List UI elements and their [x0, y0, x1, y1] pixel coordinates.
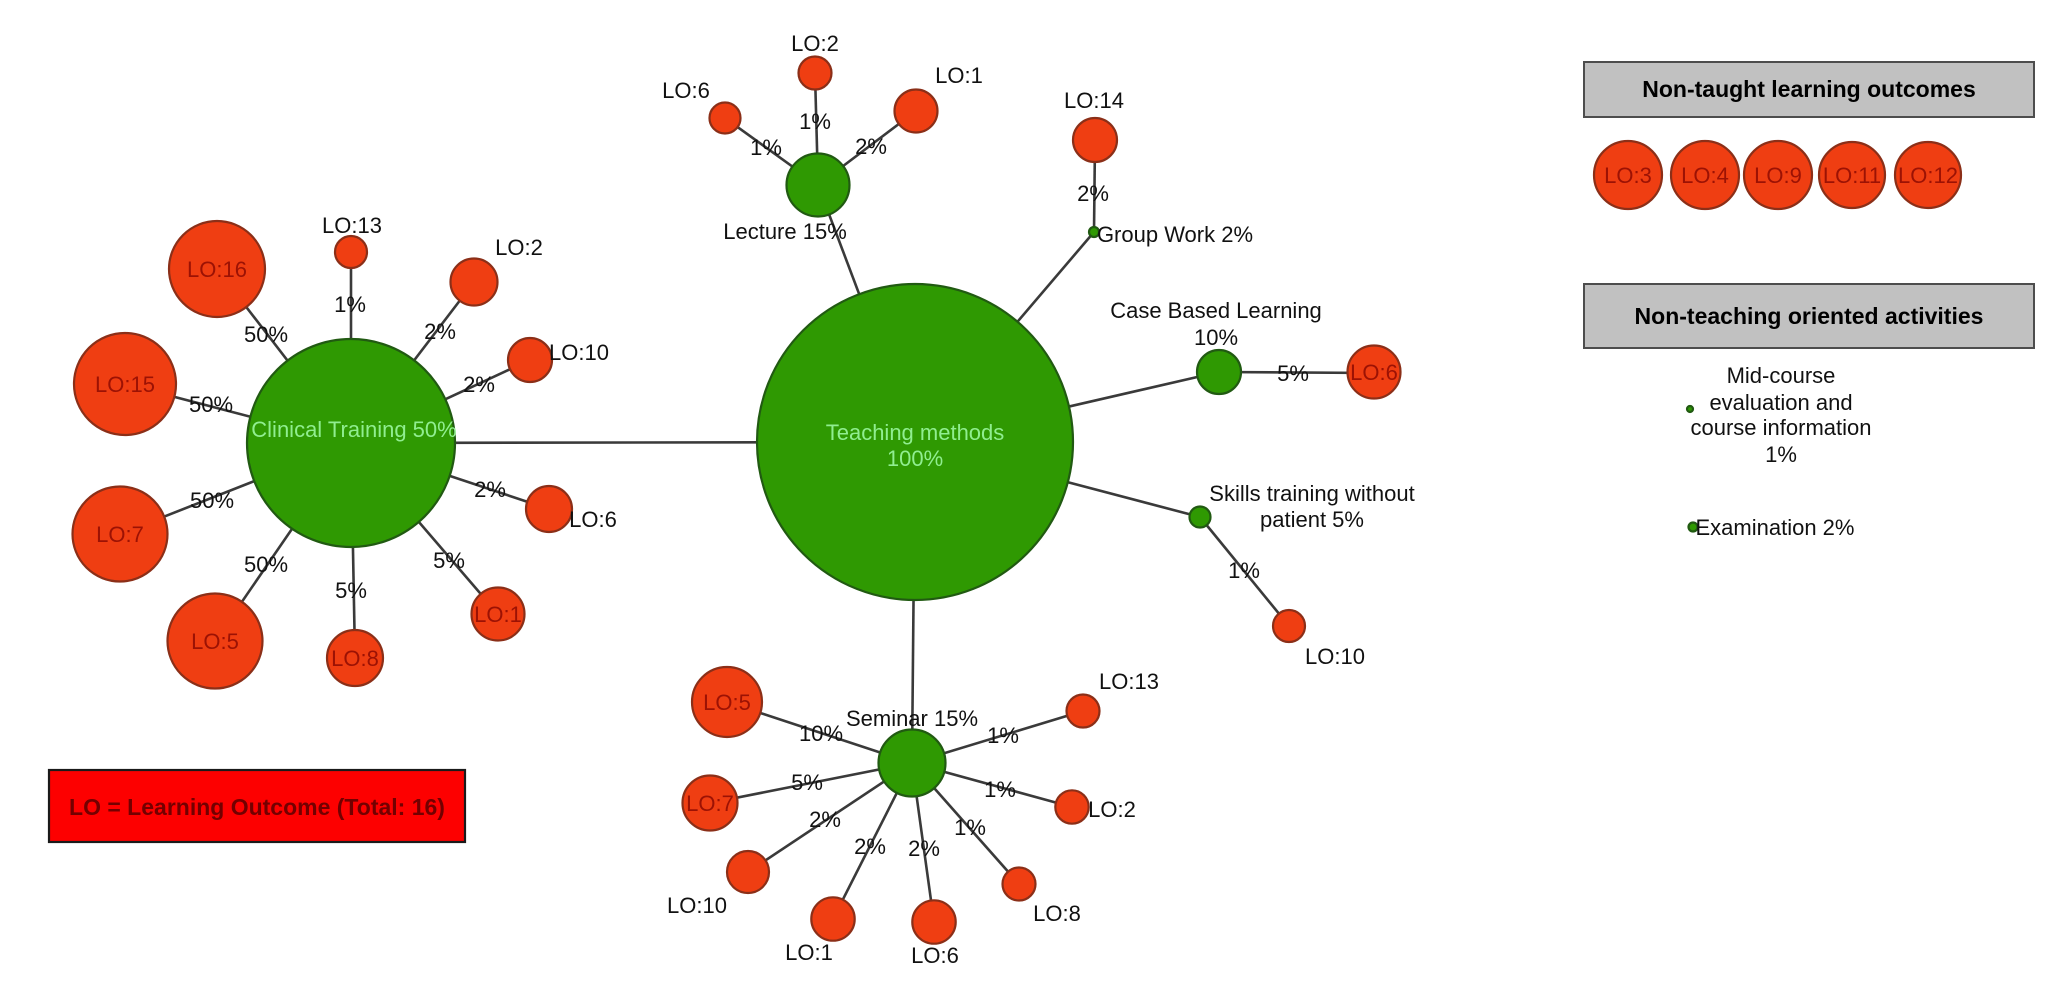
- svg-text:2%: 2%: [908, 836, 940, 861]
- svg-text:LO:8: LO:8: [1033, 901, 1081, 926]
- svg-text:LO:14: LO:14: [1064, 88, 1124, 113]
- svg-text:Case Based Learning: Case Based Learning: [1110, 298, 1322, 323]
- svg-text:LO:3: LO:3: [1604, 163, 1652, 188]
- svg-text:2%: 2%: [1077, 181, 1109, 206]
- svg-text:1%: 1%: [750, 135, 782, 160]
- svg-text:50%: 50%: [244, 552, 288, 577]
- svg-text:2%: 2%: [854, 834, 886, 859]
- svg-text:1%: 1%: [1765, 442, 1797, 467]
- svg-text:LO:6: LO:6: [662, 78, 710, 103]
- svg-text:5%: 5%: [335, 578, 367, 603]
- svg-text:Teaching methods: Teaching methods: [826, 420, 1005, 445]
- svg-text:1%: 1%: [799, 109, 831, 134]
- svg-text:LO:1: LO:1: [474, 602, 522, 627]
- svg-text:50%: 50%: [189, 392, 233, 417]
- svg-text:LO:12: LO:12: [1898, 163, 1958, 188]
- svg-text:LO:2: LO:2: [1088, 797, 1136, 822]
- svg-text:5%: 5%: [433, 548, 465, 573]
- svg-text:Skills training without: Skills training without: [1209, 481, 1414, 506]
- svg-text:evaluation and: evaluation and: [1709, 390, 1852, 415]
- svg-text:LO:1: LO:1: [935, 63, 983, 88]
- svg-text:LO:2: LO:2: [791, 31, 839, 56]
- svg-text:1%: 1%: [1228, 558, 1260, 583]
- svg-text:LO:13: LO:13: [1099, 669, 1159, 694]
- svg-text:LO:11: LO:11: [1823, 163, 1881, 188]
- svg-text:50%: 50%: [190, 488, 234, 513]
- svg-text:LO:16: LO:16: [187, 257, 247, 282]
- svg-text:patient 5%: patient 5%: [1260, 507, 1364, 532]
- svg-text:LO:5: LO:5: [191, 629, 239, 654]
- svg-text:10%: 10%: [1194, 325, 1238, 350]
- svg-text:2%: 2%: [463, 372, 495, 397]
- svg-text:LO:10: LO:10: [667, 893, 727, 918]
- svg-text:5%: 5%: [791, 770, 823, 795]
- svg-text:1%: 1%: [954, 815, 986, 840]
- svg-text:Seminar 15%: Seminar 15%: [846, 706, 978, 731]
- svg-text:Group Work 2%: Group Work 2%: [1097, 222, 1253, 247]
- svg-text:100%: 100%: [887, 446, 943, 471]
- svg-text:LO:8: LO:8: [331, 646, 379, 671]
- svg-text:Non-taught learning outcomes: Non-taught learning outcomes: [1642, 76, 1976, 102]
- svg-text:LO = Learning Outcome (Total:: LO = Learning Outcome (Total: 16): [69, 794, 445, 820]
- svg-text:LO:1: LO:1: [785, 940, 833, 965]
- svg-text:LO:15: LO:15: [95, 372, 155, 397]
- svg-text:LO:6: LO:6: [1350, 360, 1398, 385]
- svg-text:LO:7: LO:7: [96, 522, 144, 547]
- svg-text:LO:9: LO:9: [1754, 163, 1802, 188]
- svg-text:LO:10: LO:10: [1305, 644, 1365, 669]
- svg-text:LO:2: LO:2: [495, 235, 543, 260]
- svg-text:LO:6: LO:6: [911, 943, 959, 968]
- svg-text:1%: 1%: [334, 292, 366, 317]
- svg-text:1%: 1%: [987, 723, 1019, 748]
- svg-text:LO:5: LO:5: [703, 690, 751, 715]
- svg-text:LO:4: LO:4: [1681, 163, 1729, 188]
- svg-text:1%: 1%: [984, 777, 1016, 802]
- svg-text:course information: course information: [1691, 415, 1872, 440]
- svg-text:Clinical Training 50%: Clinical Training 50%: [251, 417, 456, 442]
- svg-text:Mid-course: Mid-course: [1727, 363, 1836, 388]
- svg-text:2%: 2%: [809, 807, 841, 832]
- svg-text:Non-teaching oriented activiti: Non-teaching oriented activities: [1635, 303, 1984, 329]
- svg-text:2%: 2%: [474, 477, 506, 502]
- svg-text:LO:6: LO:6: [569, 507, 617, 532]
- svg-text:Examination 2%: Examination 2%: [1696, 515, 1855, 540]
- svg-text:LO:10: LO:10: [549, 340, 609, 365]
- svg-text:50%: 50%: [244, 322, 288, 347]
- svg-text:5%: 5%: [1277, 361, 1309, 386]
- svg-text:LO:13: LO:13: [322, 213, 382, 238]
- svg-text:Lecture 15%: Lecture 15%: [723, 219, 847, 244]
- svg-text:10%: 10%: [799, 721, 843, 746]
- svg-text:2%: 2%: [424, 319, 456, 344]
- svg-text:LO:7: LO:7: [686, 791, 734, 816]
- svg-text:2%: 2%: [855, 134, 887, 159]
